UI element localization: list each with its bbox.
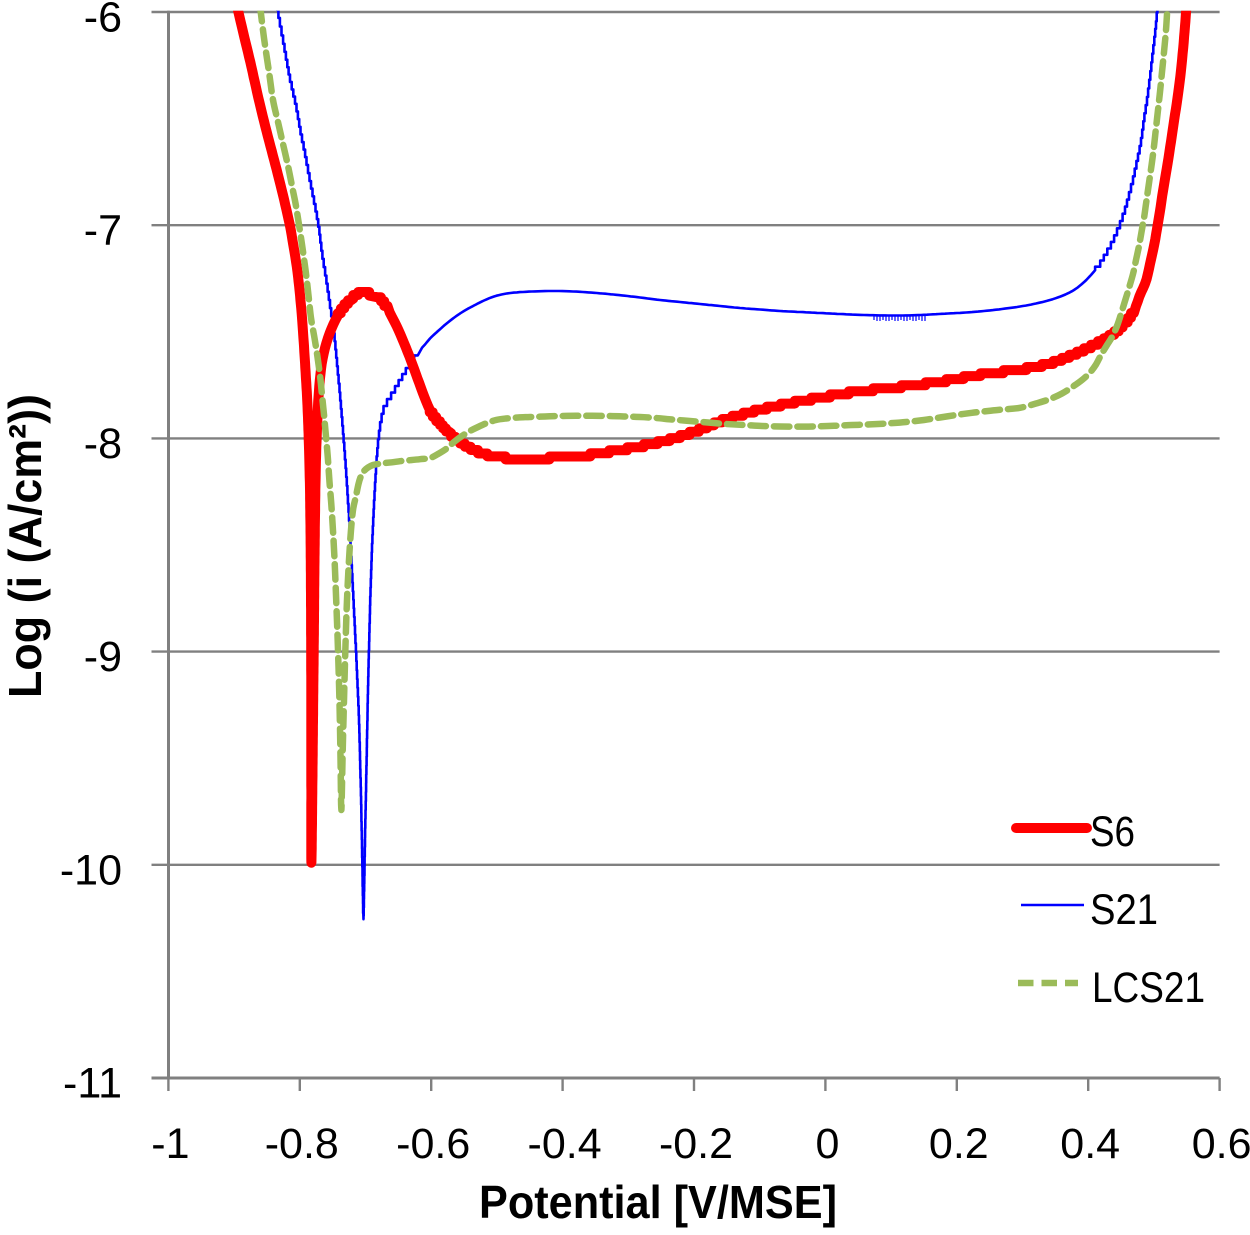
svg-text:0: 0 <box>815 1120 839 1168</box>
svg-text:S6: S6 <box>1090 808 1135 856</box>
svg-text:LCS21: LCS21 <box>1092 964 1205 1012</box>
svg-text:-10: -10 <box>60 846 122 894</box>
svg-text:Log (i (A/cm²)): Log (i (A/cm²)) <box>0 394 51 698</box>
svg-text:0.2: 0.2 <box>929 1120 989 1168</box>
svg-text:0.4: 0.4 <box>1060 1120 1120 1168</box>
svg-text:-8: -8 <box>84 420 122 468</box>
svg-text:S21: S21 <box>1090 886 1158 934</box>
svg-text:-0.8: -0.8 <box>265 1120 339 1168</box>
svg-text:Potential [V/MSE]: Potential [V/MSE] <box>479 1176 837 1228</box>
svg-text:-7: -7 <box>84 207 122 255</box>
svg-text:-0.6: -0.6 <box>396 1120 470 1168</box>
svg-text:-6: -6 <box>84 0 122 42</box>
svg-text:-9: -9 <box>84 633 122 681</box>
svg-text:-0.4: -0.4 <box>528 1120 602 1168</box>
svg-text:-11: -11 <box>63 1060 122 1108</box>
svg-text:-0.2: -0.2 <box>659 1120 733 1168</box>
svg-text:0.6: 0.6 <box>1192 1120 1250 1168</box>
svg-text:-1: -1 <box>151 1120 189 1168</box>
